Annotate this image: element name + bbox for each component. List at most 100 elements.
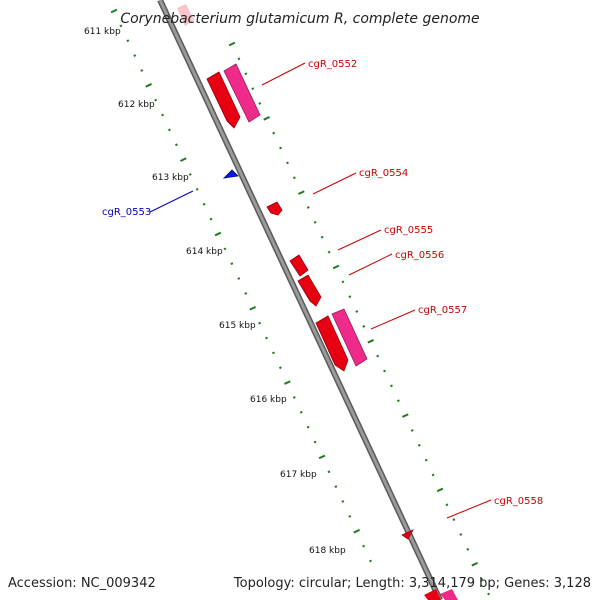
cds-arrow-cgR-0557-pink[interactable] (331, 308, 368, 367)
inner-ring-minor-tick (334, 485, 338, 488)
outer-ring-minor-tick (396, 399, 400, 403)
gene-label-layer: cgR_0552 cgR_0553 cgR_0554 cgR_0555 cgR_… (102, 59, 543, 519)
gene-label-cgR-0552[interactable]: cgR_0552 (308, 59, 357, 70)
inner-ring-minor-tick (230, 262, 234, 266)
outer-ring-major-tick (471, 561, 479, 567)
inner-ring-minor-tick (362, 544, 366, 548)
cds-arrow-cgR-0558-marker[interactable] (401, 529, 414, 540)
inner-ring-minor-tick (299, 410, 303, 414)
scale-label-611: 611 kbp (84, 27, 121, 37)
outer-ring-minor-tick (410, 429, 414, 432)
inner-ring-minor-tick (209, 217, 213, 221)
outer-ring-minor-tick (431, 473, 435, 477)
outer-ring-minor-tick (279, 146, 282, 150)
inner-ring-minor-tick (265, 336, 268, 340)
inner-ring-minor-tick (369, 559, 372, 563)
cds-arrow-cgR-0554[interactable] (266, 201, 283, 216)
outer-ring-major-tick (298, 190, 305, 195)
genome-backbone (157, 0, 443, 600)
topology-summary-text: Topology: circular; Length: 3,314,179 bp… (233, 576, 591, 591)
outer-ring-minor-tick (341, 280, 345, 284)
scale-label-613: 613 kbp (152, 173, 189, 183)
gene-label-cgR-0553[interactable]: cgR_0553 (102, 207, 151, 218)
inner-ring-major-tick (284, 380, 291, 385)
feature-layer (177, 4, 458, 600)
outer-ring-minor-tick (390, 384, 393, 388)
inner-ring-minor-tick (306, 425, 310, 429)
cds-arrow-cgR-0552-pink[interactable] (223, 63, 261, 123)
outer-ring-major-tick (367, 339, 375, 344)
inner-ring-minor-tick (237, 277, 241, 280)
inner-ring-minor-tick (133, 54, 137, 57)
gene-label-cgR-0554[interactable]: cgR_0554 (359, 168, 408, 179)
inner-ring-major-tick (318, 454, 326, 460)
scale-label-618: 618 kbp (309, 546, 346, 556)
inner-ring-major-tick (145, 83, 152, 88)
cds-arrow-cgR-0555[interactable] (289, 254, 309, 277)
inner-ring-minor-tick (202, 202, 206, 206)
leader-cgR-0557 (370, 309, 416, 330)
cds-arrow-cgR-0557[interactable] (315, 315, 349, 372)
outer-ring-major-tick (263, 116, 270, 121)
leader-cgR-0556 (348, 253, 393, 276)
gene-label-cgR-0557[interactable]: cgR_0557 (418, 305, 467, 316)
cds-arrow-cgR-0553[interactable] (222, 169, 239, 179)
outer-ring-minor-tick (452, 518, 456, 521)
accession-text: Accession: NC_009342 (8, 576, 156, 591)
cds-arrow-cgR-0558[interactable] (424, 589, 441, 600)
inner-ring-minor-tick (168, 128, 171, 132)
gene-label-cgR-0556[interactable]: cgR_0556 (395, 250, 444, 261)
inner-ring-minor-tick (223, 247, 227, 251)
cds-arrow-cgR-0558-pink[interactable] (440, 589, 458, 600)
scale-label-612: 612 kbp (118, 100, 155, 110)
inner-ring-minor-tick (313, 440, 317, 444)
inner-ring-minor-tick (348, 514, 352, 518)
outer-ring-minor-tick (480, 577, 484, 581)
outer-ring-minor-tick (376, 354, 380, 358)
map-title: Corynebacterium glutamicum R, complete g… (120, 11, 479, 27)
faint-feature-block (177, 4, 194, 26)
outer-ring-minor-tick (362, 325, 366, 328)
outer-ring-minor-tick (258, 102, 262, 105)
outer-ring-minor-tick (251, 87, 255, 90)
outer-ring-minor-tick (383, 369, 386, 373)
inner-tick-ring (110, 8, 372, 563)
outer-ring-minor-tick (445, 503, 449, 507)
inner-ring-minor-tick (188, 173, 192, 176)
inner-ring-major-tick (249, 306, 257, 311)
inner-ring-minor-tick (278, 366, 282, 370)
outer-ring-major-tick (436, 487, 444, 493)
outer-ring-minor-tick (348, 295, 352, 299)
leader-cgR-0552 (261, 62, 306, 86)
inner-ring-minor-tick (161, 113, 164, 117)
outer-ring-minor-tick (424, 458, 428, 462)
inner-ring-minor-tick (244, 292, 248, 295)
leader-cgR-0553 (149, 190, 194, 213)
inner-ring-major-tick (353, 528, 361, 534)
inner-ring-minor-tick (292, 396, 296, 399)
gene-label-cgR-0558[interactable]: cgR_0558 (494, 496, 543, 507)
outer-ring-minor-tick (466, 547, 470, 551)
gene-label-cgR-0555[interactable]: cgR_0555 (384, 225, 433, 236)
outer-ring-minor-tick (306, 206, 310, 209)
leader-cgR-0558 (446, 499, 492, 519)
outer-tick-ring (228, 41, 490, 596)
outer-ring-major-tick (228, 41, 236, 47)
inner-ring-minor-tick (174, 143, 178, 147)
outer-ring-minor-tick (313, 220, 317, 224)
outer-ring-minor-tick (355, 310, 359, 313)
leader-cgR-0554 (312, 172, 357, 195)
cds-arrow-cgR-0552[interactable] (206, 71, 241, 129)
inner-ring-major-tick (214, 231, 222, 237)
outer-ring-minor-tick (487, 592, 490, 596)
scale-label-layer: 611 kbp 612 kbp 613 kbp 614 kbp 615 kbp … (84, 27, 346, 556)
inner-ring-minor-tick (327, 470, 331, 474)
scale-label-617: 617 kbp (280, 470, 317, 480)
cds-arrow-cgR-0556[interactable] (297, 274, 322, 307)
outer-ring-minor-tick (320, 235, 324, 239)
outer-ring-minor-tick (237, 57, 241, 61)
outer-ring-minor-tick (327, 250, 331, 254)
outer-ring-minor-tick (272, 131, 276, 135)
